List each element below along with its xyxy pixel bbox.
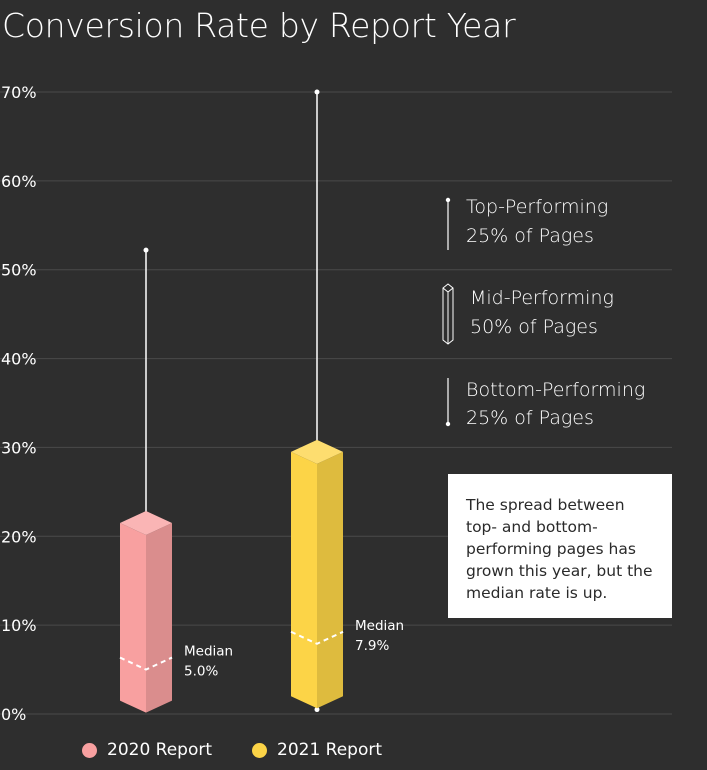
key-top-line2: 25% of Pages (466, 225, 594, 247)
legend-label-2020: 2020 Report (107, 740, 213, 760)
key-mid-glyph-top-right (447, 287, 454, 293)
y-tick-label-60: 60% (1, 172, 37, 191)
key-bottom-line2: 25% of Pages (466, 407, 594, 429)
y-tick-label-0: 0% (1, 705, 26, 724)
2021-report-box-right-face (317, 451, 343, 709)
chart-title: Conversion Rate by Report Year (2, 6, 516, 45)
2021-report-median-line (290, 630, 344, 645)
legend-swatch-2021 (252, 742, 267, 758)
legend-label-2021: 2021 Report (277, 740, 383, 760)
y-tick-label-20: 20% (1, 527, 37, 546)
2020-report-box-right-face (146, 522, 172, 713)
2020-report-box-top-face (120, 510, 172, 535)
y-tick-label-50: 50% (1, 261, 37, 280)
2021-report-median-label: Median (355, 618, 404, 634)
2021-report-min-point (314, 707, 320, 713)
y-tick-label-30: 30% (1, 438, 37, 457)
key-mid-glyph-prism (442, 283, 454, 345)
2020-report-median-label: Median (184, 644, 233, 660)
key-top-line1: Top-Performing (466, 196, 608, 218)
key-mid-glyph-top-left (442, 287, 449, 293)
2021-report-max-point (314, 89, 320, 95)
key-bottom-line1: Bottom-Performing (466, 379, 645, 401)
annotation-box: The spread between top- and bottom-perfo… (448, 474, 672, 618)
y-tick-label-40: 40% (1, 350, 37, 369)
2020-report-median-value: 5.0% (184, 664, 218, 680)
legend-swatch-2020 (82, 742, 97, 758)
2020-report-max-point (143, 247, 149, 253)
key-mid-line1: Mid-Performing (470, 287, 614, 309)
key-mid-line2: 50% of Pages (470, 316, 598, 338)
key-bottom-glyph-dot (445, 421, 451, 427)
2020-report-box-left-face (120, 522, 146, 713)
legend-item-2020: 2020 Report (82, 740, 212, 760)
y-tick-label-10: 10% (1, 616, 37, 635)
y-tick-label-70: 70% (1, 83, 37, 102)
annotation-text: The spread between top- and bottom-perfo… (466, 496, 653, 602)
2020-report-median-line (119, 656, 173, 671)
legend-item-2021: 2021 Report (252, 740, 382, 760)
2021-report-median-value: 7.9% (355, 638, 389, 654)
2021-report-box-left-face (291, 451, 317, 709)
2021-report-box-top-face (291, 439, 343, 464)
